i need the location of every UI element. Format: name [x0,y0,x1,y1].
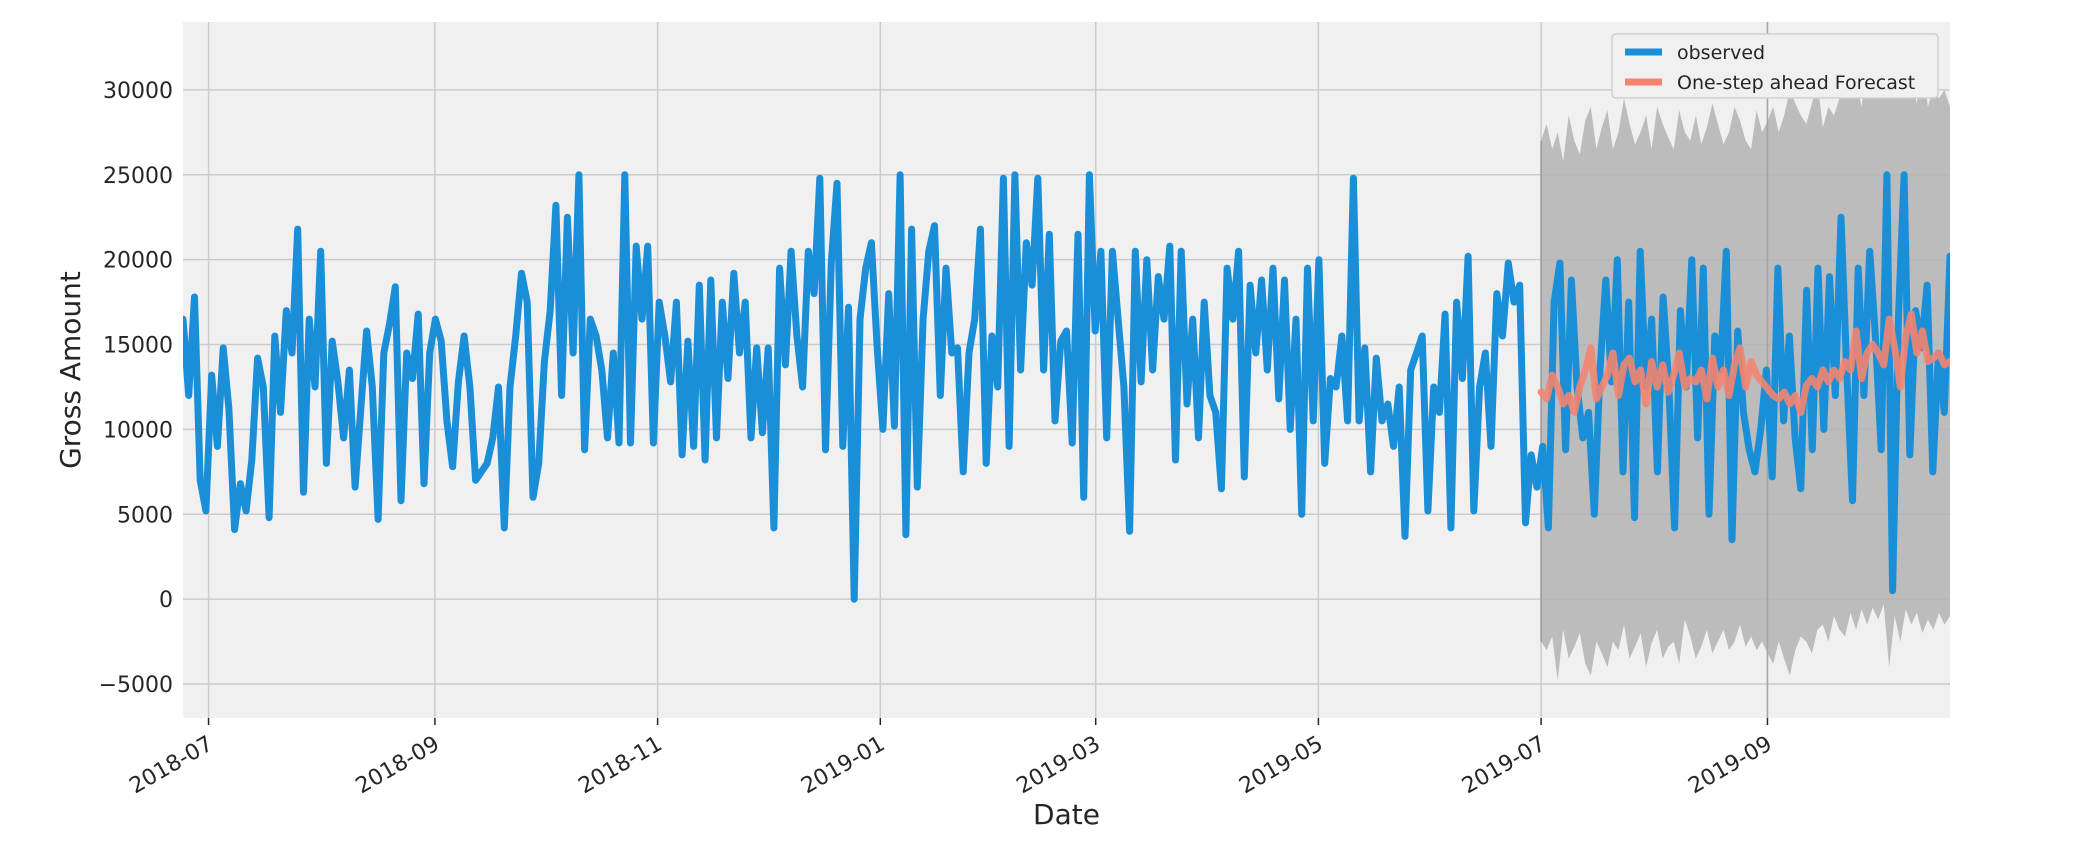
y-tick-label: 30000 [103,79,173,104]
y-tick-label: −5000 [99,673,173,698]
y-tick-label: 10000 [103,418,173,443]
observed-series-line [183,171,1950,603]
legend-label-forecast: One-step ahead Forecast [1677,72,1915,94]
y-tick-label: 0 [159,588,173,613]
legend-box [1611,33,1939,99]
y-tick-label: 15000 [103,334,173,359]
y-tick-labels: −5000 0 5000 10000 15000 20000 25000 30000 [99,79,173,698]
y-tick-label: 25000 [103,164,173,189]
x-axis-label: Date [1033,798,1100,831]
legend-label-observed: observed [1677,42,1765,64]
y-tick-label: 20000 [103,249,173,274]
y-tick-label: 5000 [117,503,173,528]
y-axis-label: Gross Amount [54,271,87,469]
legend: observed One-step ahead Forecast [1611,33,1939,99]
forecast-series-line [1537,310,1950,416]
